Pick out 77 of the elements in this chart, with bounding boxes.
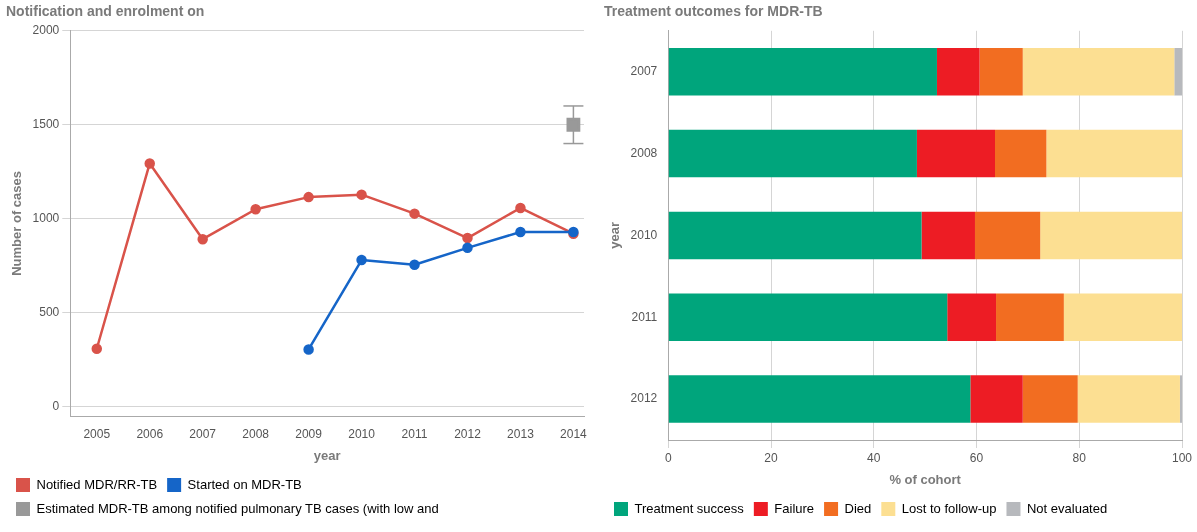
y-tick-label: 2010 (630, 227, 658, 242)
y-tick-label: 0 (52, 398, 60, 413)
point (250, 204, 261, 215)
x-tick-label: 2007 (189, 426, 217, 441)
point (409, 208, 420, 219)
y-tick-label: 1000 (32, 211, 60, 226)
legend-label: Not evaluated (1026, 500, 1108, 516)
x-tick-label: 2013 (507, 426, 535, 441)
legend-label: Died (844, 500, 872, 516)
point (144, 158, 155, 169)
point (91, 343, 103, 354)
chart-title: Treatment outcomes for MDR-TB (604, 3, 823, 20)
bar (1040, 211, 1182, 260)
y-tick-label: 1500 (32, 117, 60, 132)
legend-label: Treatment success (634, 500, 745, 516)
x-tick-label: 20 (764, 450, 779, 465)
x-tick-label: 2006 (136, 426, 164, 441)
bar (996, 293, 1064, 341)
legend-label: Notified MDR/RR-TB (36, 476, 158, 492)
y-tick-label: 2007 (630, 64, 658, 79)
chart-title: Notification and enrolment on (6, 3, 205, 20)
point (566, 117, 581, 132)
point (356, 189, 367, 200)
bar (668, 47, 937, 96)
point (409, 259, 420, 270)
y-tick-label: 2011 (631, 309, 658, 324)
y-axis-title: Number of cases (9, 171, 25, 276)
bar (668, 293, 948, 341)
bar (916, 129, 996, 178)
point (462, 232, 473, 244)
x-tick-label: 2011 (401, 426, 428, 441)
bar (1022, 47, 1175, 96)
bar (921, 211, 975, 260)
legend-label: Lost to follow-up (901, 500, 997, 516)
x-tick-label: 2008 (242, 426, 270, 441)
bar (979, 47, 1023, 96)
y-tick-label: 2012 (630, 391, 658, 406)
x-tick-label: 2012 (454, 426, 482, 441)
x-tick-label: 80 (1072, 450, 1087, 465)
bar (668, 375, 971, 423)
legend-label: Started on MDR-TB (187, 476, 302, 492)
point (356, 254, 367, 266)
bar (936, 47, 980, 96)
bar (1022, 375, 1078, 423)
legend-label: Estimated MDR-TB among notified pulmonary TB cases (with low and (36, 500, 439, 516)
bar (1063, 293, 1182, 341)
point (303, 191, 314, 203)
point (303, 344, 314, 355)
y-tick-label: 500 (39, 304, 60, 319)
bar (1179, 375, 1182, 423)
x-tick-label: 2014 (560, 426, 588, 441)
legend-label: Failure (774, 500, 815, 516)
x-tick-label: 2005 (83, 426, 111, 441)
bar (668, 129, 917, 178)
x-tick-label: 0 (664, 450, 672, 465)
bar (974, 211, 1041, 260)
x-tick-label: 100 (1171, 450, 1193, 465)
x-tick-label: 60 (969, 450, 984, 465)
bar (1077, 375, 1180, 423)
bar (970, 375, 1023, 423)
x-tick-label: 40 (867, 450, 881, 465)
y-tick-label: 2000 (32, 23, 60, 38)
bar (995, 129, 1047, 178)
bar (668, 211, 922, 260)
bar (1046, 129, 1182, 178)
x-axis-title: year (313, 447, 341, 463)
y-tick-label: 2008 (630, 145, 658, 160)
point (515, 226, 526, 238)
point (515, 202, 526, 214)
point (462, 242, 473, 254)
bar (1174, 47, 1182, 96)
x-tick-label: 2009 (295, 426, 323, 441)
point (197, 233, 208, 245)
y-axis-title: year (607, 222, 623, 249)
x-axis-title: % of cohort (889, 471, 962, 487)
bar (947, 293, 997, 341)
x-tick-label: 2010 (348, 426, 376, 441)
